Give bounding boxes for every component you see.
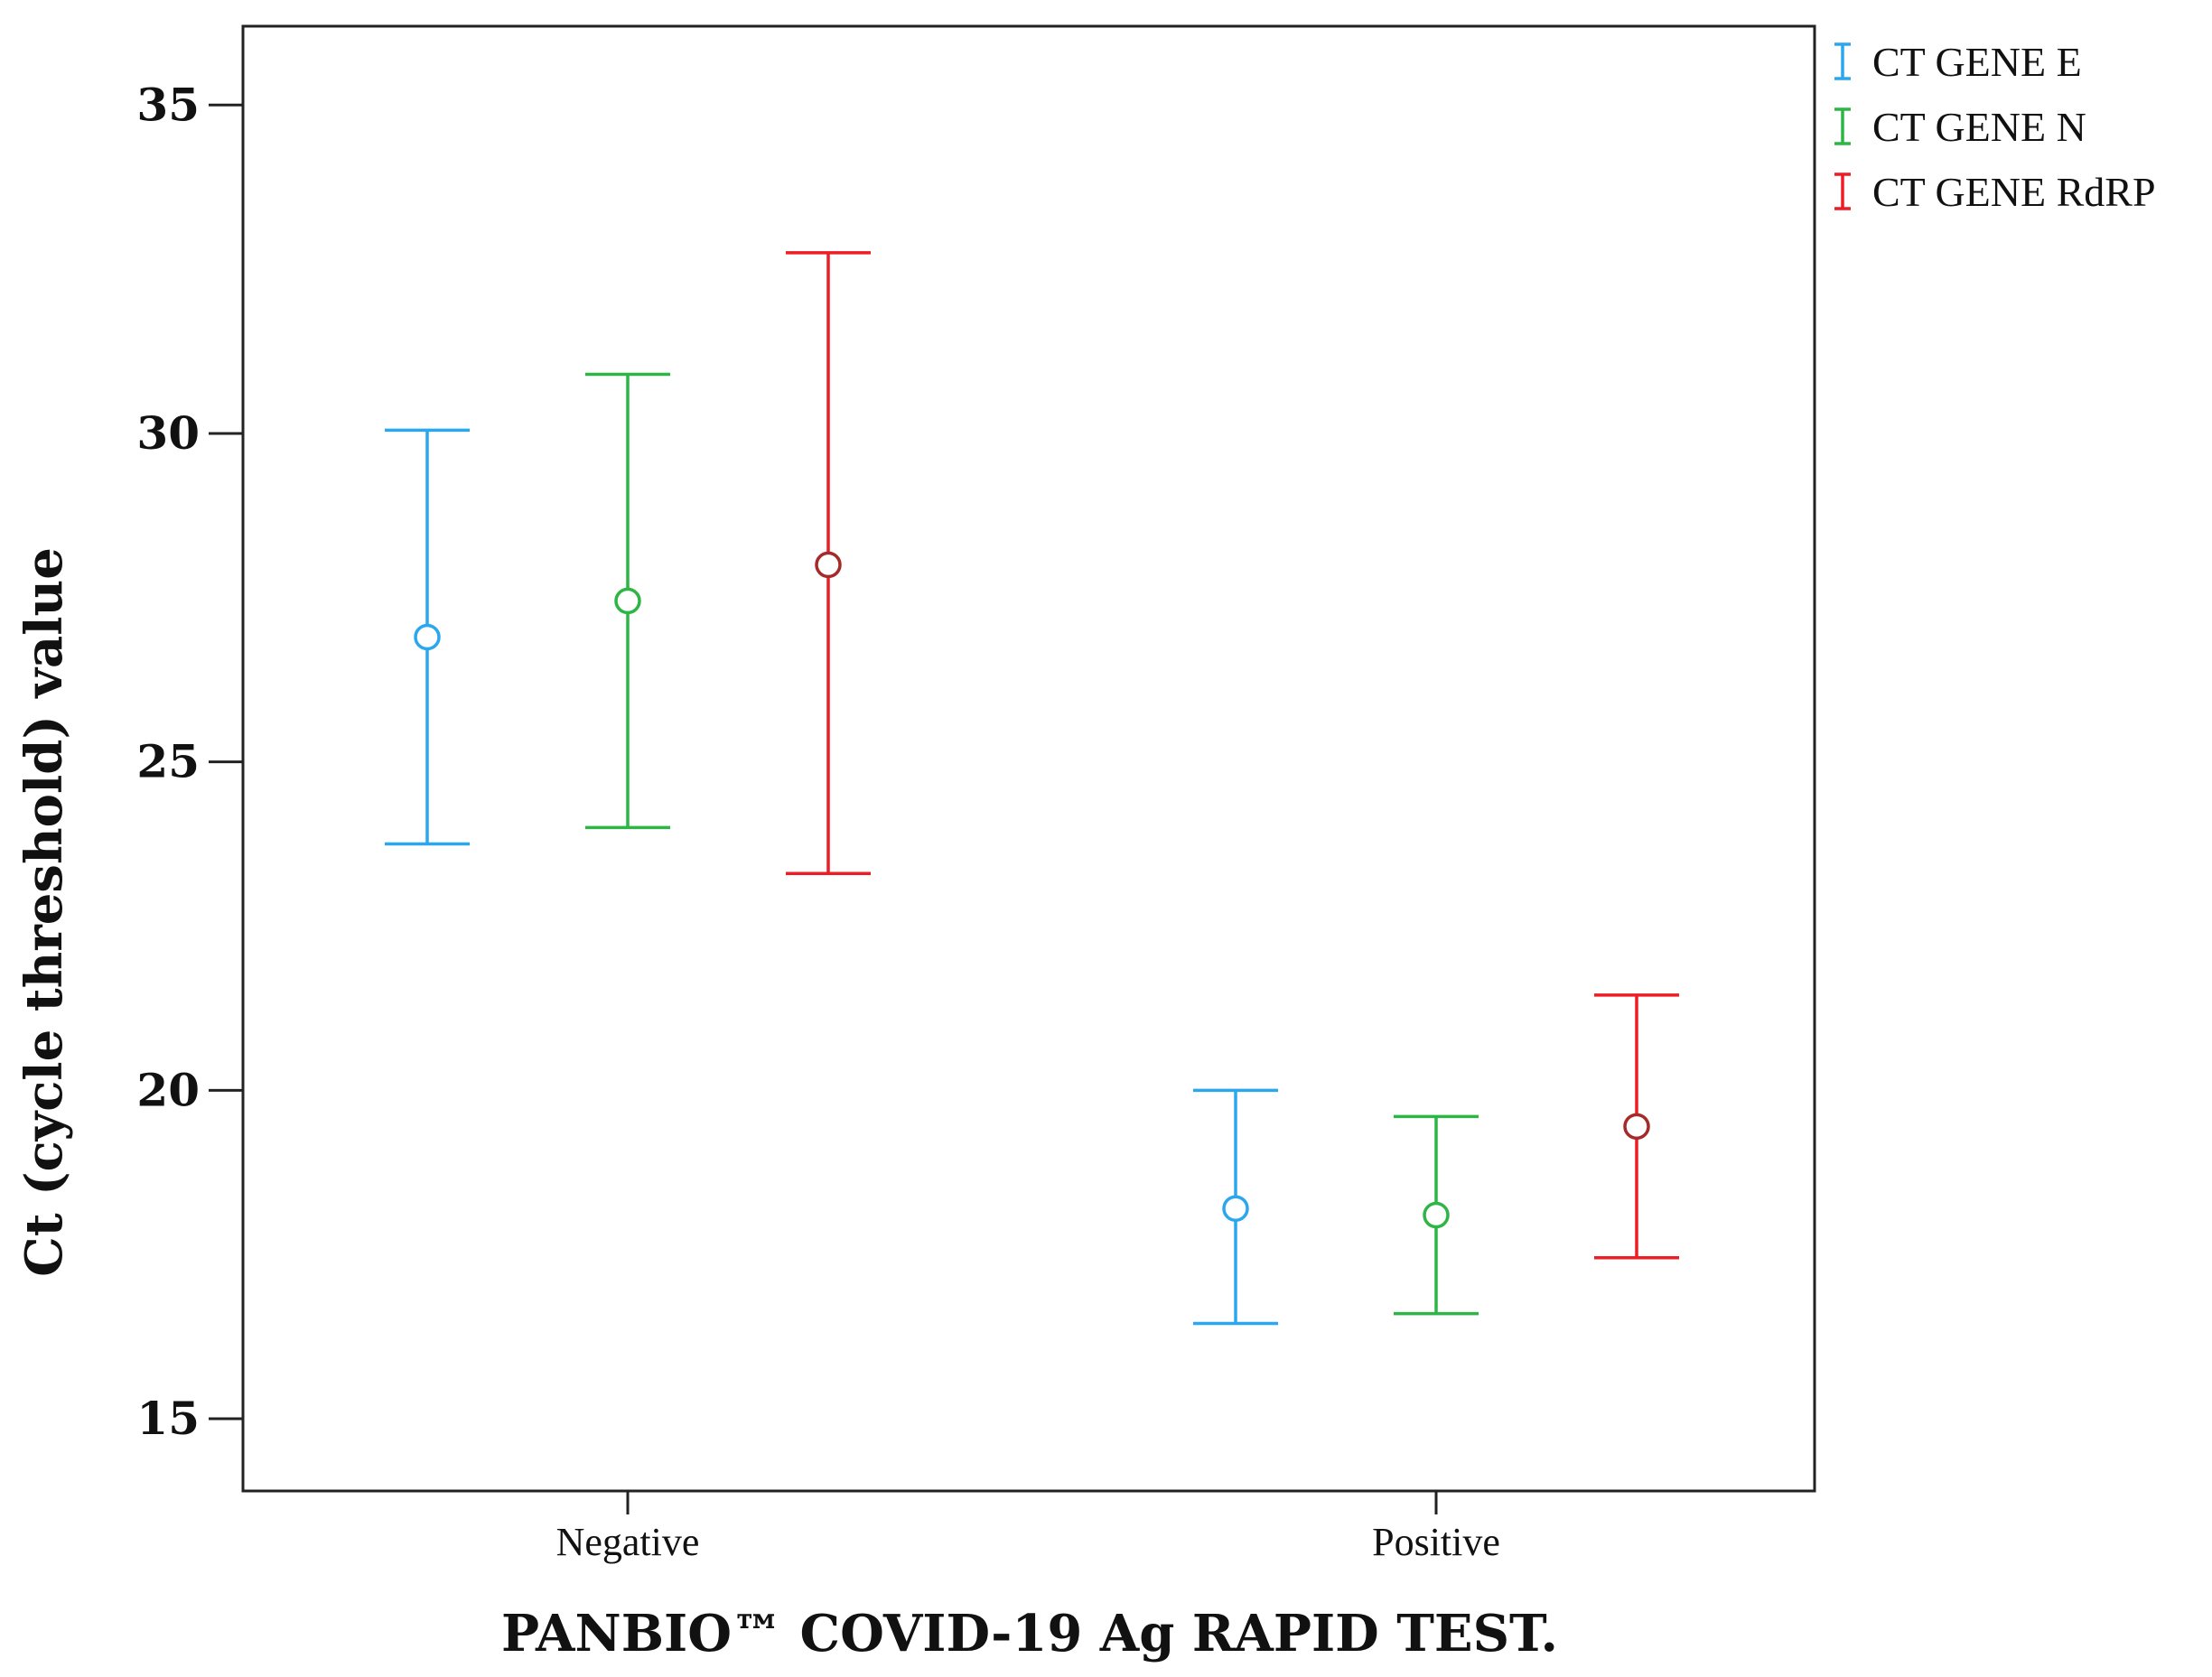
- x-tick-label: Positive: [1372, 1520, 1500, 1564]
- x-axis: Negative Positive: [556, 1491, 1500, 1564]
- y-tick-label: 20: [136, 1063, 200, 1116]
- x-axis-title: PANBIO™ COVID-19 Ag RAPID TEST.: [501, 1604, 1558, 1663]
- y-axis: 15 20 25 30 35: [136, 78, 243, 1445]
- legend-label: CT GENE N: [1872, 104, 2086, 150]
- error-bar: [1394, 1114, 1479, 1316]
- y-tick-label: 30: [136, 406, 200, 460]
- mean-marker: [414, 623, 441, 651]
- y-axis-title: Ct (cycle threshold) value: [14, 547, 74, 1277]
- y-tick-label: 25: [136, 735, 200, 788]
- plot-frame: [241, 24, 1816, 1493]
- mean-marker: [1623, 1113, 1650, 1141]
- error-bar: [1594, 993, 1679, 1260]
- error-bar: [585, 372, 670, 830]
- y-tick-label: 35: [136, 78, 200, 131]
- error-bar: [385, 428, 470, 846]
- error-bar: [1193, 1088, 1278, 1326]
- legend-label: CT GENE E: [1872, 39, 2082, 85]
- mean-marker: [1423, 1201, 1450, 1229]
- mean-marker: [1222, 1195, 1249, 1222]
- error-bars: [385, 251, 1679, 1326]
- legend: CT GENE E CT GENE N CT GENE RdRP: [1834, 39, 2156, 215]
- legend-label: CT GENE RdRP: [1872, 169, 2156, 215]
- x-tick-label: Negative: [556, 1520, 700, 1564]
- mean-marker: [614, 587, 641, 615]
- error-bar: [786, 251, 871, 876]
- mean-marker: [815, 551, 842, 579]
- y-tick-label: 15: [136, 1392, 200, 1445]
